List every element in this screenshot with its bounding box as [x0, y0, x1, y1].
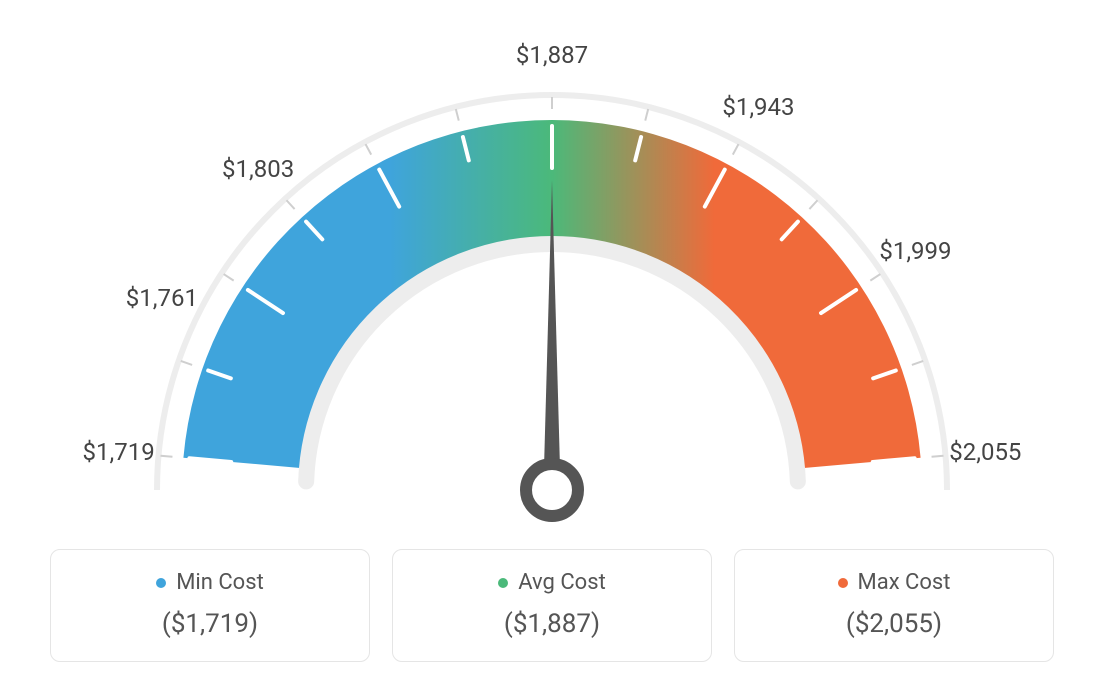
gauge-tick-label: $1,719: [83, 438, 155, 466]
max-cost-card: Max Cost ($2,055): [734, 549, 1054, 662]
gauge-chart: $1,719$1,761$1,803$1,887$1,943$1,999$2,0…: [102, 20, 1002, 540]
max-cost-label: Max Cost: [858, 570, 951, 595]
avg-cost-title: Avg Cost: [417, 570, 687, 595]
gauge-tick-label: $1,999: [879, 237, 951, 265]
min-dot-icon: [156, 578, 166, 588]
avg-cost-value: ($1,887): [417, 609, 687, 639]
gauge-tick-label: $1,803: [222, 155, 294, 183]
avg-cost-card: Avg Cost ($1,887): [392, 549, 712, 662]
min-cost-label: Min Cost: [176, 570, 264, 595]
avg-cost-label: Avg Cost: [518, 570, 606, 595]
max-cost-title: Max Cost: [759, 570, 1029, 595]
gauge-tick-label: $1,887: [516, 41, 588, 69]
avg-dot-icon: [498, 578, 508, 588]
max-dot-icon: [838, 578, 848, 588]
cost-cards: Min Cost ($1,719) Avg Cost ($1,887) Max …: [50, 549, 1054, 662]
min-cost-value: ($1,719): [75, 609, 345, 639]
min-cost-card: Min Cost ($1,719): [50, 549, 370, 662]
max-cost-value: ($2,055): [759, 609, 1029, 639]
min-cost-title: Min Cost: [75, 570, 345, 595]
gauge-tick-label: $1,761: [126, 284, 198, 312]
gauge-tick-label: $2,055: [949, 438, 1021, 466]
gauge-tick-label: $1,943: [722, 93, 794, 121]
